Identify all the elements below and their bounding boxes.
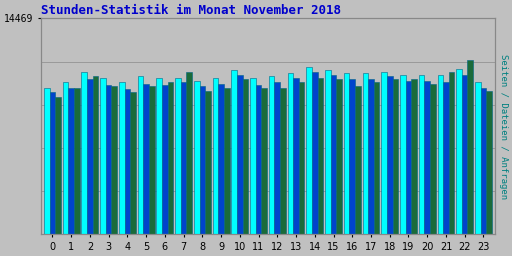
Bar — [205, 91, 211, 234]
Bar — [355, 87, 360, 234]
Bar — [449, 72, 454, 234]
Bar — [368, 79, 374, 234]
Bar — [162, 85, 167, 234]
Bar — [288, 73, 293, 234]
Bar — [411, 79, 417, 234]
Bar — [212, 78, 218, 234]
Bar — [186, 72, 192, 234]
Bar — [55, 97, 61, 234]
Bar — [387, 76, 393, 234]
Bar — [443, 82, 449, 234]
Bar — [475, 82, 481, 234]
Bar — [250, 78, 255, 234]
Bar — [149, 87, 155, 234]
Bar — [69, 88, 74, 234]
Bar — [124, 90, 130, 234]
Bar — [280, 88, 286, 234]
Bar — [63, 82, 69, 234]
Bar — [400, 74, 406, 234]
Bar — [293, 78, 299, 234]
Bar — [406, 81, 411, 234]
Bar — [44, 88, 50, 234]
Bar — [119, 82, 124, 234]
Bar — [317, 78, 323, 234]
Text: Stunden-Statistik im Monat November 2018: Stunden-Statistik im Monat November 2018 — [41, 4, 341, 17]
Bar — [299, 82, 305, 234]
Bar — [261, 88, 267, 234]
Bar — [81, 72, 87, 234]
Bar — [362, 73, 368, 234]
Bar — [218, 83, 224, 234]
Bar — [462, 74, 467, 234]
Bar — [306, 67, 312, 234]
Bar — [224, 88, 229, 234]
Bar — [100, 78, 106, 234]
Bar — [167, 82, 173, 234]
Bar — [200, 87, 205, 234]
Bar — [112, 87, 117, 234]
Bar — [175, 78, 181, 234]
Bar — [349, 79, 355, 234]
Bar — [255, 85, 261, 234]
Bar — [467, 60, 473, 234]
Bar — [194, 81, 200, 234]
Bar — [336, 79, 342, 234]
Bar — [93, 76, 98, 234]
Bar — [325, 70, 331, 234]
Bar — [331, 74, 336, 234]
Bar — [74, 88, 79, 234]
Y-axis label: Seiten / Dateien / Anfragen: Seiten / Dateien / Anfragen — [499, 54, 508, 199]
Bar — [438, 74, 443, 234]
Bar — [237, 74, 243, 234]
Bar — [424, 81, 430, 234]
Bar — [106, 85, 112, 234]
Bar — [269, 76, 274, 234]
Bar — [374, 82, 379, 234]
Bar — [393, 79, 398, 234]
Bar — [456, 69, 462, 234]
Bar — [138, 76, 143, 234]
Bar — [419, 74, 424, 234]
Bar — [181, 82, 186, 234]
Bar — [274, 82, 280, 234]
Bar — [312, 72, 317, 234]
Bar — [231, 70, 237, 234]
Bar — [381, 72, 387, 234]
Bar — [430, 83, 436, 234]
Bar — [243, 79, 248, 234]
Bar — [344, 73, 349, 234]
Bar — [87, 79, 93, 234]
Bar — [130, 92, 136, 234]
Bar — [486, 91, 492, 234]
Bar — [143, 83, 149, 234]
Bar — [481, 88, 486, 234]
Bar — [50, 92, 55, 234]
Bar — [157, 78, 162, 234]
